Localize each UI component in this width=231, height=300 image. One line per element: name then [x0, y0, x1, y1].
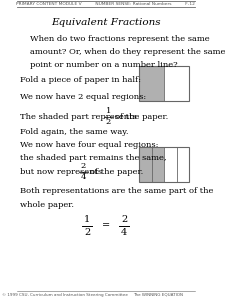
Text: We now have four equal regions:: We now have four equal regions:	[20, 141, 159, 149]
Text: © 1999 CSU, Curriculum and Instruction Steering Committee: © 1999 CSU, Curriculum and Instruction S…	[2, 293, 128, 297]
Text: 2: 2	[106, 118, 111, 126]
Text: Both representations are the same part of the: Both representations are the same part o…	[20, 188, 214, 196]
Text: of the paper.: of the paper.	[115, 113, 168, 121]
Text: amount? Or, when do they represent the same: amount? Or, when do they represent the s…	[30, 48, 225, 56]
Text: The shaded part represents: The shaded part represents	[20, 113, 137, 121]
Text: We now have 2 equal regions:: We now have 2 equal regions:	[20, 93, 146, 101]
Text: of the paper.: of the paper.	[90, 168, 143, 176]
Text: 2: 2	[84, 228, 90, 237]
Text: When do two fractions represent the same: When do two fractions represent the same	[30, 35, 209, 43]
Bar	[164, 66, 189, 101]
Text: 2: 2	[121, 215, 127, 224]
Text: The WINNING EQUATION: The WINNING EQUATION	[133, 293, 183, 297]
Bar	[139, 66, 189, 101]
Bar	[164, 147, 189, 182]
Bar	[139, 147, 189, 182]
Text: point or number on a number line?: point or number on a number line?	[30, 61, 177, 69]
Bar	[139, 147, 164, 182]
Text: 1: 1	[84, 215, 90, 224]
Text: but now represents: but now represents	[20, 168, 102, 176]
Text: Equivalent Fractions: Equivalent Fractions	[51, 18, 161, 27]
Text: 4: 4	[121, 228, 127, 237]
Text: Fold again, the same way.: Fold again, the same way.	[20, 128, 129, 136]
Text: whole paper.: whole paper.	[20, 201, 74, 209]
Text: Fold a piece of paper in half:: Fold a piece of paper in half:	[20, 76, 141, 84]
Text: =: =	[102, 221, 110, 230]
Text: 4: 4	[81, 173, 86, 181]
Bar	[139, 66, 164, 101]
Text: 1: 1	[106, 107, 111, 116]
Text: the shaded part remains the same,: the shaded part remains the same,	[20, 154, 167, 163]
Text: 2: 2	[81, 162, 86, 170]
Text: PRIMARY CONTENT MODULE V          NUMBER SENSE: Rational Numbers          F-12: PRIMARY CONTENT MODULE V NUMBER SENSE: R…	[16, 2, 195, 6]
